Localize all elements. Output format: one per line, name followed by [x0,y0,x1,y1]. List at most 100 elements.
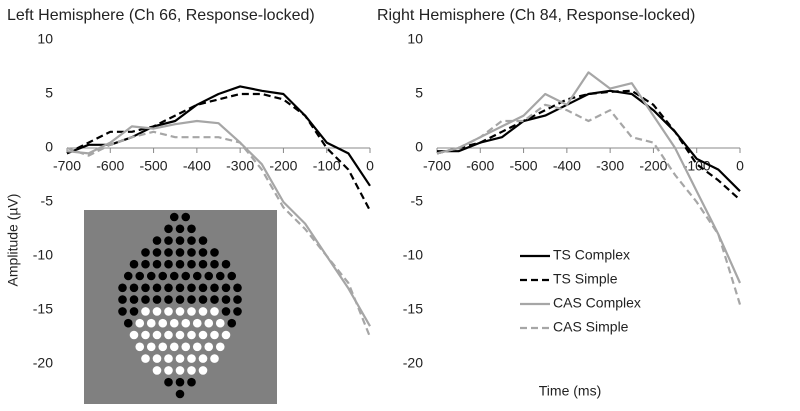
electrode [198,248,208,257]
x-tick-label: -300 [226,158,254,174]
electrode [221,307,231,316]
y-tick-label: 5 [415,85,423,101]
electrode [192,271,202,281]
electrode [152,236,162,245]
electrode [187,307,196,316]
x-tick-label: -700 [53,158,81,174]
electrode [198,259,208,269]
electrode [175,248,185,257]
electrode [175,224,185,234]
y-tick-label: -5 [411,193,424,209]
electrode [187,366,196,375]
legend-label: CAS Simple [553,319,629,335]
electrode [152,283,162,293]
electrode [164,259,173,269]
x-tick-label: -200 [269,158,297,174]
electrode [210,330,219,340]
electrode [164,248,173,257]
electrode [210,283,219,293]
y-tick-label: -10 [403,247,423,263]
electrode [141,295,150,304]
x-tick-label: 0 [366,158,374,174]
x-tick-label: -600 [96,158,124,174]
electrode [141,354,150,363]
electrode [158,318,168,328]
electrode [227,318,237,328]
electrode [164,366,173,375]
y-tick-label: -20 [33,355,53,371]
electrode [152,248,162,257]
series-line [437,89,741,192]
electrode [175,377,185,387]
chart-title: Left Hemisphere (Ch 66, Response-locked) [7,7,315,24]
electrode [146,318,156,328]
electrode [169,342,179,352]
electrode [118,283,127,293]
electrode [141,283,150,293]
electrode-map [84,210,277,404]
electrode [135,342,145,352]
electrode [227,271,237,281]
legend-label: TS Complex [553,247,630,263]
electrode [129,295,139,304]
electrode [198,307,208,316]
x-tick-label: -400 [183,158,211,174]
electrode [181,271,191,281]
electrode [198,366,208,375]
electrode [152,295,162,304]
y-tick-label: -15 [403,301,423,317]
electrode [187,377,196,387]
electrode [118,295,127,304]
series-line [436,89,741,201]
electrode [187,248,196,257]
electrode [146,271,156,281]
electrode [215,342,225,352]
electrode [135,271,145,281]
electrode [152,330,162,340]
electrode [164,283,173,293]
electrode [187,224,196,234]
x-tick-label: -500 [510,158,538,174]
electrode [152,259,162,269]
electrode [187,354,196,363]
series-line [436,71,742,284]
y-tick-label: -15 [33,301,53,317]
electrode [123,318,133,328]
legend-label: TS Simple [553,271,618,287]
electrode [192,342,202,352]
electrode [141,307,150,316]
x-tick-label: -300 [596,158,624,174]
electrode [164,295,173,304]
electrode [169,318,179,328]
electrode [175,307,185,316]
electrode [210,248,219,257]
electrode [221,283,231,293]
electrode [198,295,208,304]
electrode [141,248,150,257]
x-tick-label: -700 [423,158,451,174]
series-line [66,85,371,187]
y-tick-label: -20 [403,355,423,371]
electrode [198,354,208,363]
electrode [164,354,173,363]
electrode [164,330,173,340]
electrode [204,318,214,328]
electrode [123,271,133,281]
electrode [169,212,179,222]
electrode [158,342,168,352]
electrode [187,295,196,304]
electrode [169,271,179,281]
series-line [66,130,372,338]
x-tick-label: 0 [736,158,744,174]
x-tick-label: -500 [140,158,168,174]
electrode [215,271,225,281]
electrode [233,307,242,316]
electrode [233,283,242,293]
electrode [210,259,219,269]
electrode [175,354,185,363]
x-tick-label: -400 [553,158,581,174]
electrode [152,307,162,316]
electrode [210,307,219,316]
y-axis-label: Amplitude (µV) [5,194,21,287]
